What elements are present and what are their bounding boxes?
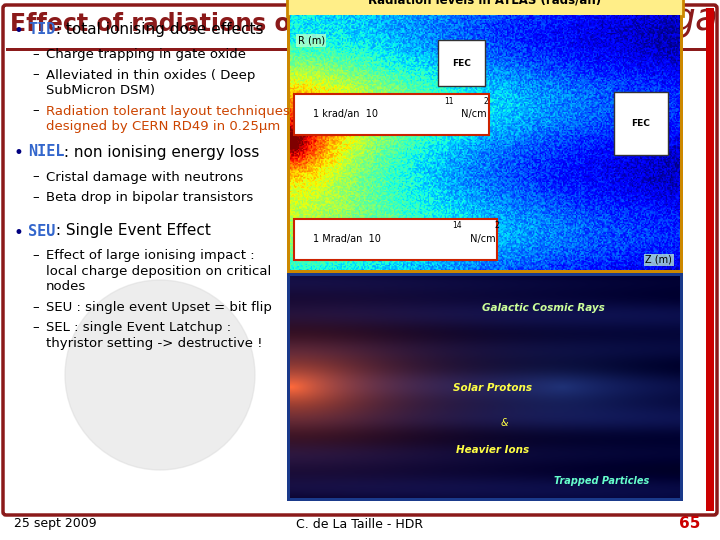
Text: Radiation levels in ATLAS (rads/an): Radiation levels in ATLAS (rads/an) [369, 0, 602, 6]
Text: nodes: nodes [46, 280, 86, 294]
Bar [613, 91, 668, 156]
Text: 1 krad/an  10: 1 krad/an 10 [313, 110, 379, 119]
Bar [438, 40, 485, 86]
Text: Z (m): Z (m) [645, 255, 672, 265]
Text: –: – [32, 321, 39, 334]
Text: 25 sept 2009: 25 sept 2009 [14, 517, 96, 530]
Text: R (m): R (m) [298, 36, 325, 45]
Bar [6, 48, 714, 51]
Text: 14: 14 [452, 221, 462, 231]
Text: 11: 11 [444, 97, 454, 105]
Text: &: & [500, 418, 508, 428]
Text: FEC: FEC [631, 119, 650, 128]
Text: NIEL: NIEL [28, 145, 65, 159]
Text: –: – [32, 69, 39, 82]
Text: 2: 2 [483, 97, 488, 105]
Text: N/cm: N/cm [458, 110, 486, 119]
Text: •: • [14, 22, 24, 40]
Bar [294, 219, 497, 260]
Text: $\it{Omega}$: $\it{Omega}$ [582, 0, 718, 40]
Text: FEC: FEC [452, 59, 471, 68]
Text: designed by CERN RD49 in 0.25μm: designed by CERN RD49 in 0.25μm [46, 120, 280, 133]
Text: SEU: SEU [28, 224, 55, 239]
Text: Cristal damage with neutrons: Cristal damage with neutrons [46, 171, 243, 184]
Text: Beta drop in bipolar transistors: Beta drop in bipolar transistors [46, 191, 253, 204]
Text: local charge deposition on critical: local charge deposition on critical [46, 265, 271, 278]
Text: : non ionising energy loss: : non ionising energy loss [59, 145, 260, 159]
Text: –: – [32, 301, 39, 314]
Bar [287, 0, 683, 273]
Circle shape [65, 280, 255, 470]
Bar [287, 0, 683, 16]
Text: : Single Event Effect: : Single Event Effect [51, 224, 211, 239]
Text: 1 Mrad/an  10: 1 Mrad/an 10 [313, 234, 382, 245]
Text: Effect of large ionising impact :: Effect of large ionising impact : [46, 249, 255, 262]
Bar [294, 94, 489, 135]
Bar [0, 0, 720, 48]
Text: SubMicron DSM): SubMicron DSM) [46, 84, 155, 97]
Text: SEU : single event Upset = bit flip: SEU : single event Upset = bit flip [46, 301, 272, 314]
Text: 2: 2 [495, 221, 500, 231]
Text: Heavier Ions: Heavier Ions [456, 445, 529, 455]
Text: •: • [14, 224, 24, 241]
Text: •: • [14, 145, 24, 163]
Text: C. de La Taille - HDR: C. de La Taille - HDR [297, 517, 423, 530]
Text: Trapped Particles: Trapped Particles [554, 476, 649, 486]
Bar [706, 8, 714, 511]
Text: Effect of radiations on components: Effect of radiations on components [10, 12, 480, 36]
Text: –: – [32, 249, 39, 262]
Text: Alleviated in thin oxides ( Deep: Alleviated in thin oxides ( Deep [46, 69, 256, 82]
Text: SEL : single Event Latchup :: SEL : single Event Latchup : [46, 321, 231, 334]
Text: –: – [32, 191, 39, 204]
Text: Radiation tolerant layout techniques: Radiation tolerant layout techniques [46, 105, 290, 118]
Text: –: – [32, 48, 39, 61]
Text: Charge trapping in gate oxide: Charge trapping in gate oxide [46, 48, 246, 61]
Text: 65: 65 [679, 516, 700, 531]
Text: N/cm: N/cm [467, 234, 496, 245]
Bar [287, 273, 683, 501]
Text: Solar Protons: Solar Protons [454, 382, 532, 393]
Text: –: – [32, 105, 39, 118]
Text: thyristor setting -> destructive !: thyristor setting -> destructive ! [46, 337, 263, 350]
Text: TID: TID [28, 22, 55, 37]
Text: : total ionising dose effects: : total ionising dose effects [51, 22, 264, 37]
Text: Galactic Cosmic Rays: Galactic Cosmic Rays [482, 302, 605, 313]
Text: –: – [32, 171, 39, 184]
